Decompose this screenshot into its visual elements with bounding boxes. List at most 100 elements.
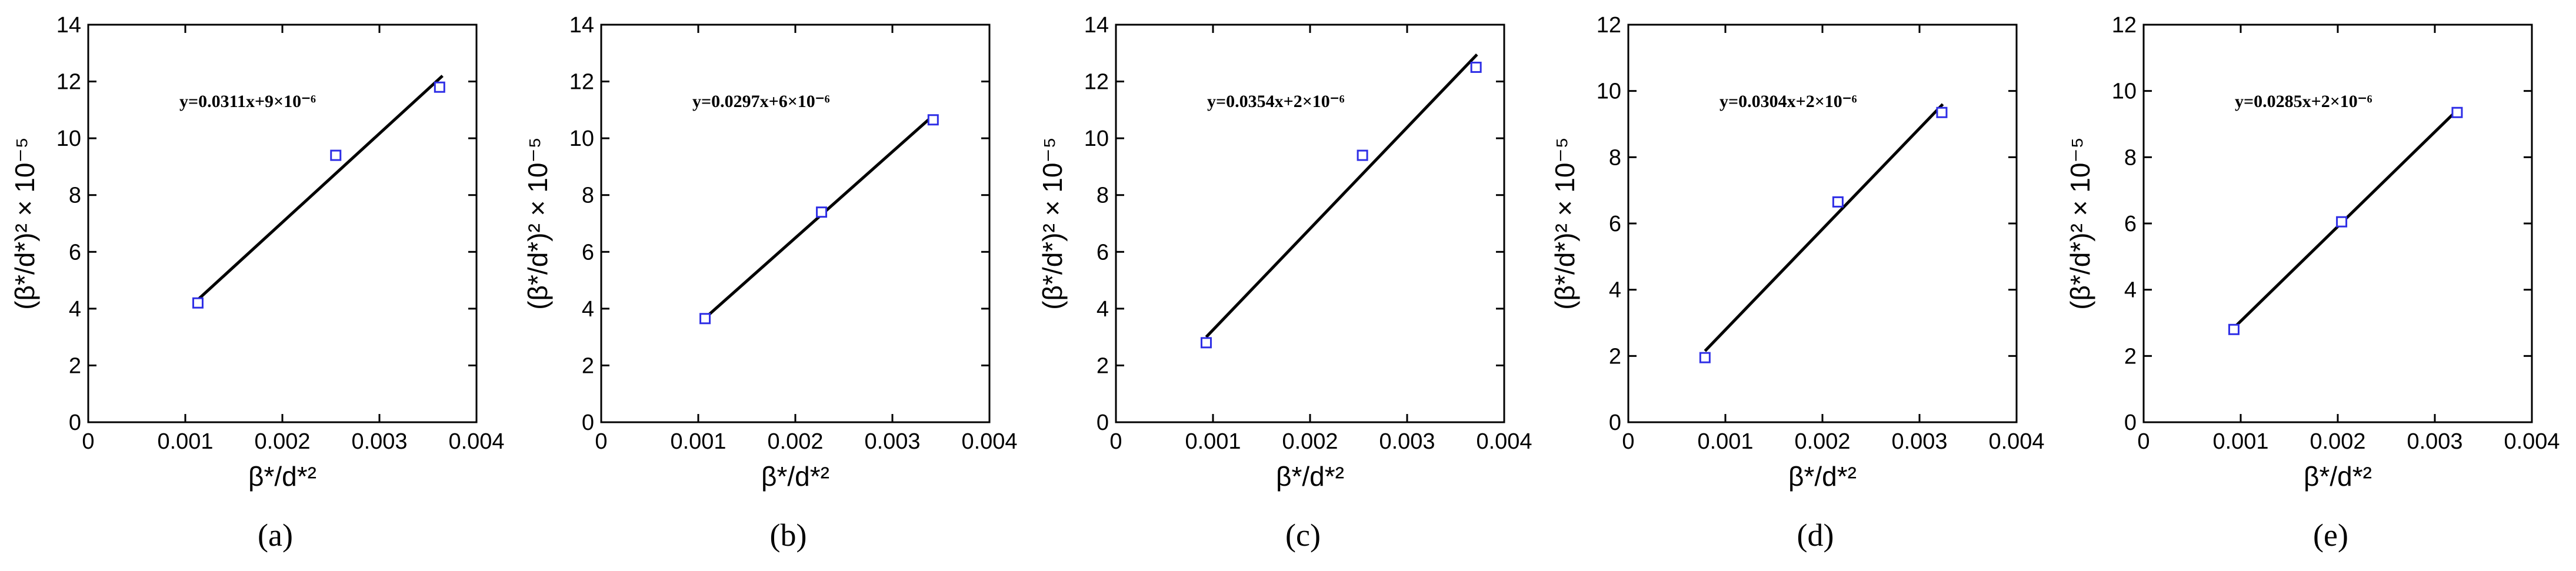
plot-frame xyxy=(1115,24,1505,423)
y-tick-label: 0 xyxy=(1097,410,1109,435)
y-tick-label: 14 xyxy=(56,13,81,38)
y-tick-label: 6 xyxy=(582,240,594,265)
y-tick-label: 10 xyxy=(1084,126,1109,151)
x-axis-title: β*/d*² xyxy=(761,461,829,492)
chart-panel-b: 0 0.001 0.002 0.003 0.004 0 2 4 6 8 10 12 14 y=0.0297… xyxy=(522,13,1018,553)
x-tick-label: 0.002 xyxy=(2310,429,2365,454)
data-point xyxy=(2228,323,2240,335)
x-tick-label: 0.004 xyxy=(1988,429,2044,454)
x-axis-title: β*/d*² xyxy=(1276,461,1344,492)
y-tick-label: 6 xyxy=(1609,212,1621,236)
data-point xyxy=(927,114,939,126)
x-tick-label: 0.002 xyxy=(767,429,823,454)
y-tick-label: 8 xyxy=(2124,145,2137,170)
y-tick-label: 10 xyxy=(569,126,594,151)
x-tick-label: 0 xyxy=(1109,429,1122,454)
data-point xyxy=(1357,149,1368,161)
fit-equation: y=0.0304x+2×10⁻⁶ xyxy=(1719,92,1857,111)
chart-panel-e: 0 0.001 0.002 0.003 0.004 0 2 4 6 8 10 12 y=0.0285x+… xyxy=(2065,13,2560,553)
plot-frame xyxy=(1627,24,2018,423)
x-tick-label: 0.003 xyxy=(2407,429,2462,454)
y-tick-label: 12 xyxy=(1597,13,1621,38)
y-tick-label: 4 xyxy=(69,297,81,322)
y-tick-label: 8 xyxy=(69,183,81,208)
x-tick-label: 0.001 xyxy=(2212,429,2268,454)
chart-panel-a: 0 0.001 0.002 0.003 0.004 0 2 4 6 8 10 12 14 y=0.0311… xyxy=(9,13,505,553)
data-point xyxy=(1832,196,1844,208)
x-tick-label: 0.001 xyxy=(670,429,726,454)
y-tick-label: 6 xyxy=(2124,212,2137,236)
y-tick-label: 2 xyxy=(582,353,594,378)
y-tick-label: 4 xyxy=(582,297,594,322)
data-point xyxy=(330,149,342,161)
fit-equation: y=0.0354x+2×10⁻⁶ xyxy=(1207,92,1345,111)
y-tick-label: 14 xyxy=(1084,13,1109,38)
y-tick-label: 0 xyxy=(582,410,594,435)
x-tick-label: 0.001 xyxy=(1697,429,1753,454)
data-point xyxy=(816,206,828,218)
y-tick-label: 6 xyxy=(69,240,81,265)
y-tick-label: 12 xyxy=(2112,13,2137,38)
x-tick-label: 0.002 xyxy=(1282,429,1338,454)
y-axis-title: (β*/d*)² × 10⁻⁵ xyxy=(1549,137,1580,310)
x-tick-label: 0 xyxy=(595,429,607,454)
panel-label: (c) xyxy=(1285,517,1321,553)
fit-line xyxy=(1704,103,1944,352)
panel-label: (e) xyxy=(2313,517,2348,553)
y-tick-label: 0 xyxy=(2124,410,2137,435)
x-tick-label: 0.003 xyxy=(1379,429,1435,454)
chart-panel-d: 0 0.001 0.002 0.003 0.004 0 2 4 6 8 10 12 y=0.0304x+… xyxy=(1549,13,2045,553)
data-point xyxy=(2451,106,2463,118)
y-tick-label: 8 xyxy=(1609,145,1621,170)
x-axis-title: β*/d*² xyxy=(248,461,316,492)
data-point xyxy=(699,313,711,325)
x-tick-label: 0.004 xyxy=(2504,429,2560,454)
y-axis-title: (β*/d*)² × 10⁻⁵ xyxy=(522,137,553,310)
y-tick-label: 2 xyxy=(1097,353,1109,378)
x-tick-label: 0.003 xyxy=(1891,429,1947,454)
y-tick-label: 12 xyxy=(1084,70,1109,95)
x-tick-label: 0 xyxy=(1622,429,1634,454)
y-tick-label: 8 xyxy=(582,183,594,208)
y-tick-label: 10 xyxy=(56,126,81,151)
data-point xyxy=(2336,216,2348,228)
x-tick-label: 0.004 xyxy=(448,429,504,454)
x-axis-title: β*/d*² xyxy=(1788,461,1857,492)
x-axis-title: β*/d*² xyxy=(2304,461,2372,492)
y-axis-title: (β*/d*)² × 10⁻⁵ xyxy=(2065,137,2095,310)
y-tick-label: 0 xyxy=(69,410,81,435)
x-tick-label: 0.003 xyxy=(864,429,920,454)
x-tick-label: 0.002 xyxy=(254,429,310,454)
x-tick-label: 0 xyxy=(2137,429,2150,454)
y-tick-label: 14 xyxy=(569,13,594,38)
y-tick-label: 8 xyxy=(1097,183,1109,208)
fit-line xyxy=(1205,53,1478,338)
y-tick-label: 4 xyxy=(2124,278,2137,303)
y-tick-label: 12 xyxy=(56,70,81,95)
fit-equation: y=0.0311x+9×10⁻⁶ xyxy=(179,92,316,111)
y-axis-title: (β*/d*)² × 10⁻⁵ xyxy=(1037,137,1068,310)
data-point xyxy=(1470,61,1482,73)
y-tick-label: 4 xyxy=(1609,278,1621,303)
y-tick-label: 6 xyxy=(1097,240,1109,265)
data-point xyxy=(1699,352,1711,363)
x-tick-label: 0.004 xyxy=(1476,429,1532,454)
y-axis-title: (β*/d*)² × 10⁻⁵ xyxy=(9,137,40,310)
panel-label: (b) xyxy=(770,517,807,553)
panel-label: (d) xyxy=(1797,517,1834,553)
fit-line xyxy=(198,75,444,300)
x-tick-label: 0.003 xyxy=(351,429,407,454)
fit-equation: y=0.0297x+6×10⁻⁶ xyxy=(692,92,830,111)
plot-frame xyxy=(600,24,991,423)
chart-panel-c: 0 0.001 0.002 0.003 0.004 0 2 4 6 8 10 12 14 y=0.0354… xyxy=(1037,13,1532,553)
y-tick-label: 4 xyxy=(1097,297,1109,322)
x-tick-label: 0.004 xyxy=(961,429,1017,454)
y-tick-label: 2 xyxy=(2124,344,2137,369)
data-point xyxy=(192,297,204,309)
x-tick-label: 0.001 xyxy=(157,429,213,454)
y-tick-label: 2 xyxy=(69,353,81,378)
panel-label: (a) xyxy=(258,517,293,553)
data-point xyxy=(1936,106,1948,118)
data-point xyxy=(1200,337,1212,349)
